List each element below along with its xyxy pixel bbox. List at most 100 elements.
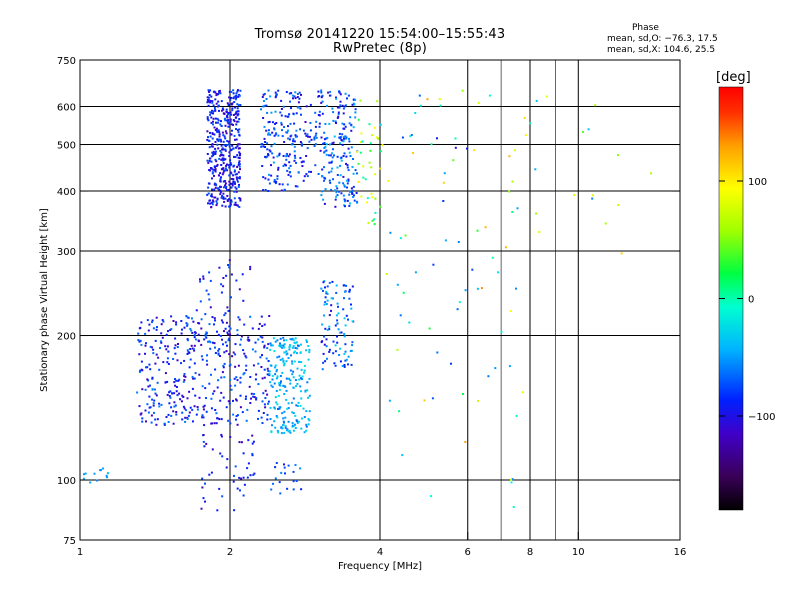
data-point	[307, 423, 310, 426]
data-point	[295, 129, 298, 132]
data-point	[236, 154, 239, 157]
data-point	[236, 90, 239, 93]
data-points	[82, 89, 652, 512]
data-point	[225, 321, 228, 324]
data-point	[202, 497, 205, 500]
data-point	[349, 190, 351, 193]
data-point	[223, 135, 226, 138]
data-point	[222, 171, 225, 174]
data-point	[149, 368, 152, 371]
data-point	[164, 372, 167, 375]
data-point	[228, 112, 230, 114]
data-point	[356, 200, 358, 203]
data-point	[285, 164, 287, 167]
data-point	[220, 153, 223, 156]
data-point	[228, 121, 231, 124]
data-point	[236, 120, 239, 123]
data-point	[263, 323, 266, 326]
data-point	[209, 306, 212, 309]
data-point	[214, 109, 217, 112]
data-point	[289, 344, 291, 347]
data-point	[275, 180, 278, 183]
data-point	[378, 167, 381, 170]
data-point	[210, 397, 213, 400]
data-point	[140, 368, 143, 371]
data-point	[257, 327, 260, 330]
data-point	[186, 418, 189, 420]
data-point	[169, 329, 172, 331]
data-point	[174, 337, 177, 340]
data-point	[305, 155, 308, 157]
data-point	[431, 397, 434, 400]
data-point	[341, 104, 344, 107]
data-point	[347, 147, 350, 150]
data-point	[270, 344, 273, 347]
data-point	[220, 144, 223, 147]
data-point	[231, 102, 234, 105]
data-point	[237, 104, 240, 107]
data-point	[320, 91, 323, 94]
data-point	[290, 107, 292, 110]
data-point	[211, 137, 214, 140]
data-point	[292, 370, 295, 373]
data-point	[229, 171, 232, 174]
data-point	[299, 157, 302, 159]
data-point	[251, 442, 254, 445]
data-point	[278, 481, 281, 484]
data-point	[294, 414, 297, 417]
data-point	[218, 91, 221, 94]
data-point	[220, 433, 223, 436]
data-point	[278, 355, 281, 358]
data-point	[271, 131, 274, 134]
data-point	[219, 172, 222, 175]
data-point	[209, 341, 212, 344]
data-point	[376, 100, 379, 103]
data-point	[213, 183, 216, 186]
data-point	[206, 98, 209, 101]
data-point	[237, 156, 240, 159]
data-point	[211, 172, 214, 175]
data-point	[275, 132, 278, 135]
y-tick-label: 600	[57, 103, 76, 114]
data-point	[224, 148, 227, 151]
data-point	[291, 362, 294, 365]
data-point	[287, 407, 290, 410]
data-point	[301, 165, 304, 167]
data-point	[287, 137, 290, 140]
data-point	[238, 134, 241, 137]
data-point	[245, 395, 247, 398]
data-point	[237, 120, 240, 123]
data-point	[301, 417, 303, 420]
chart-title: Tromsø 20141220 15:54:00–15:55:43	[254, 27, 506, 42]
data-point	[342, 182, 345, 185]
data-point	[160, 323, 163, 326]
data-point	[270, 111, 273, 114]
data-point	[251, 452, 254, 455]
data-point	[238, 165, 241, 168]
data-point	[227, 119, 230, 121]
data-point	[325, 303, 328, 305]
data-point	[268, 149, 271, 152]
data-point	[232, 413, 235, 416]
data-point	[280, 432, 283, 435]
data-point	[285, 350, 288, 353]
data-point	[236, 165, 239, 168]
data-point	[203, 445, 206, 448]
data-point	[266, 393, 269, 396]
data-point	[201, 385, 204, 388]
data-point	[369, 142, 372, 145]
data-point	[294, 347, 297, 349]
data-point	[217, 147, 220, 150]
data-point	[236, 103, 239, 106]
data-point	[217, 104, 220, 107]
data-point	[220, 196, 223, 199]
data-point	[308, 140, 311, 143]
data-point	[282, 417, 285, 420]
data-point	[432, 263, 435, 266]
data-point	[220, 100, 223, 103]
data-point	[99, 469, 102, 472]
data-point	[350, 124, 353, 127]
data-point	[249, 265, 252, 268]
data-point	[210, 422, 213, 425]
data-point	[346, 164, 349, 167]
